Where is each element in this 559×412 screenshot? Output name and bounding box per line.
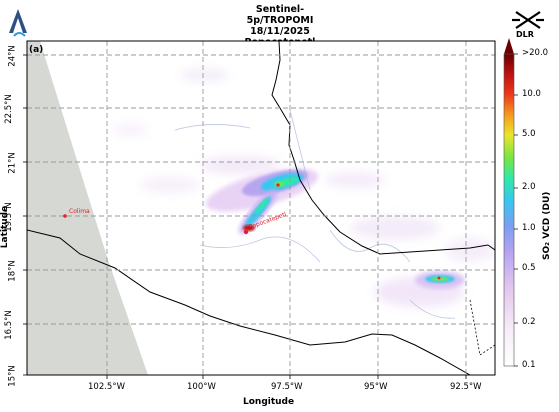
ytick-15n: 15°N xyxy=(7,365,18,387)
rivers xyxy=(174,109,456,319)
cb-tick-1: 1.0 xyxy=(522,223,536,233)
so2-background-noise xyxy=(112,69,495,307)
east-coast xyxy=(487,244,495,251)
missing-data-region xyxy=(27,41,148,375)
x-axis-label: Longitude xyxy=(243,397,295,407)
volcano-label-colima: Colima xyxy=(69,208,90,215)
axis-tick-marks xyxy=(23,54,467,379)
ytick-22-5n: 22.5°N xyxy=(3,94,14,124)
ytick-16-5n: 16.5°N xyxy=(3,310,14,340)
xtick-100w: 100°W xyxy=(187,382,216,392)
dlr-logo xyxy=(508,8,548,40)
colorbar-label: SO₂ VCD (DU) xyxy=(542,191,552,260)
pacific-coast xyxy=(27,229,471,375)
volcano-marker-colima xyxy=(63,214,67,218)
cb-tick-2: 2.0 xyxy=(522,182,536,192)
ytick-18n: 18°N xyxy=(7,260,18,282)
colorbar-extend-arrow xyxy=(504,38,514,54)
cb-tick-20: >20.0 xyxy=(522,48,549,58)
coastlines xyxy=(27,41,495,375)
xtick-92-5w: 92.5°W xyxy=(450,382,482,392)
colorbar xyxy=(503,38,518,367)
title-line-1: Sentinel-5p/TROPOMI xyxy=(246,4,314,26)
xtick-97-5w: 97.5°W xyxy=(271,382,303,392)
map-frame xyxy=(26,40,496,376)
so2-plume-popocatepetl xyxy=(239,190,277,234)
dlr-logo-text: DLR xyxy=(516,30,534,39)
cb-tick-5: 5.0 xyxy=(522,129,536,139)
left-institute-logo xyxy=(6,5,32,41)
y-axis-label: Latitude xyxy=(0,205,11,249)
title-line-2: 18/11/2025 xyxy=(250,26,310,37)
ytick-21n: 21°N xyxy=(7,152,18,174)
xtick-95w: 95°W xyxy=(364,382,388,392)
volcano-marker-popocatepetl xyxy=(243,229,249,235)
cb-tick-0-2: 0.2 xyxy=(522,317,536,327)
cb-tick-0-1: 0.1 xyxy=(522,360,536,370)
gulf-coast xyxy=(271,41,489,255)
so2-plume-southeast xyxy=(415,271,465,289)
panel-label: (a) xyxy=(29,45,44,55)
cb-tick-0-5: 0.5 xyxy=(522,263,536,273)
xtick-102-5w: 102.5°W xyxy=(88,382,125,392)
cb-tick-10: 10.0 xyxy=(522,89,541,99)
map-grid xyxy=(27,41,495,375)
ytick-24n: 24°N xyxy=(7,45,18,67)
